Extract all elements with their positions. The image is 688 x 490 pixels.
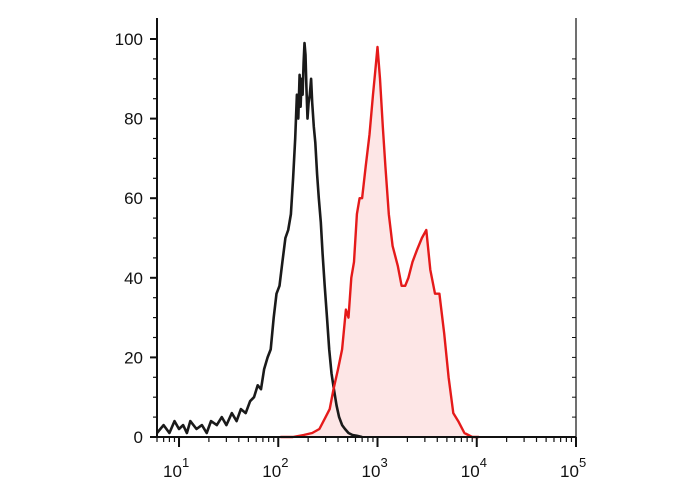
series-0-line: [156, 41, 363, 439]
x-tick-label-base: 10: [560, 462, 579, 481]
plot-area: [156, 41, 479, 439]
y-tick-label: 40: [124, 269, 143, 288]
x-tick-label-exponent: 2: [281, 455, 288, 470]
x-tick-label-exponent: 3: [381, 455, 388, 470]
x-tick-label-base: 10: [163, 462, 182, 481]
series-1-line: [280, 45, 479, 439]
y-tick-label: 60: [124, 189, 143, 208]
y-tick-label: 0: [134, 428, 143, 447]
y-tick-label: 20: [124, 348, 143, 367]
x-tick-label-base: 10: [461, 462, 480, 481]
x-tick-label-exponent: 4: [480, 455, 487, 470]
series-1-area: [280, 47, 479, 437]
y-tick-label: 100: [115, 30, 143, 49]
x-tick-label-exponent: 1: [182, 455, 189, 470]
x-tick-label-base: 10: [362, 462, 381, 481]
x-tick-label-base: 10: [262, 462, 281, 481]
x-tick-label-exponent: 5: [579, 455, 586, 470]
y-tick-label: 80: [124, 110, 143, 129]
